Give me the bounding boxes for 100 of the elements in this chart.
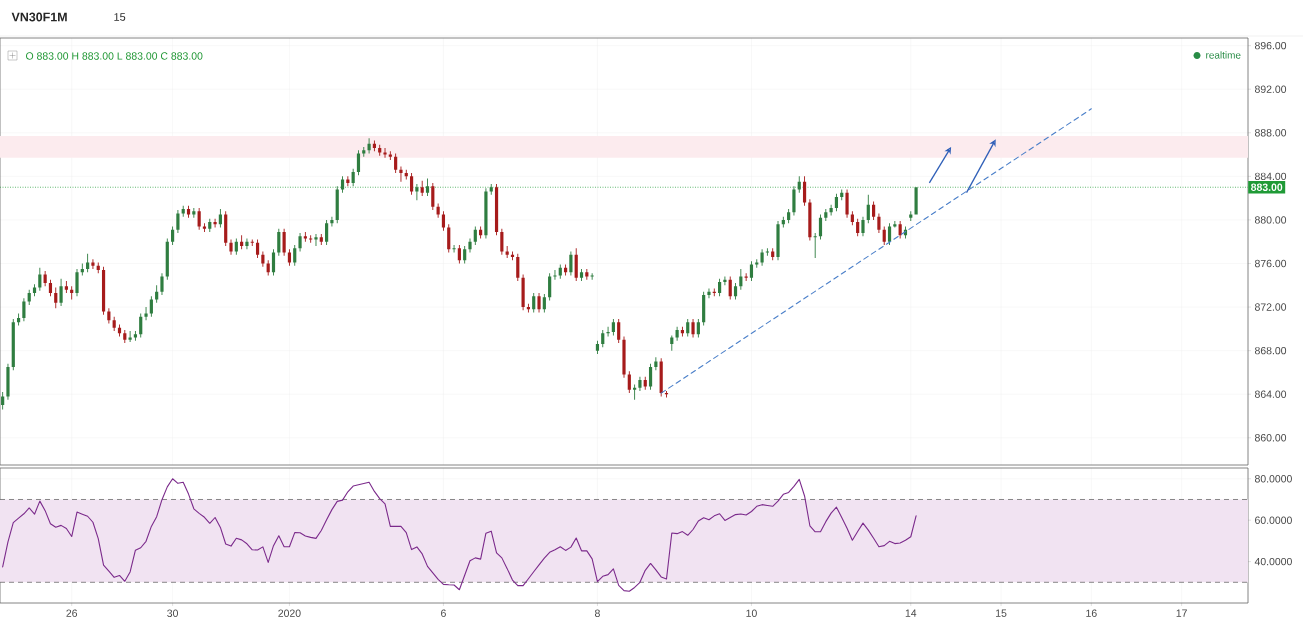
candlestick — [733, 283, 738, 300]
candlestick — [887, 223, 892, 245]
candlestick — [123, 329, 127, 343]
candlestick — [845, 189, 849, 218]
candlestick — [452, 244, 456, 253]
candlestick — [675, 326, 679, 341]
x-tick-label: 14 — [905, 609, 917, 617]
candlestick — [64, 280, 68, 293]
candlestick — [351, 168, 355, 187]
x-tick-label: 8 — [594, 609, 600, 617]
x-tick-label: 26 — [66, 609, 78, 617]
candlestick — [808, 199, 812, 241]
candlestick — [133, 331, 138, 341]
y-tick-label: 888.00 — [1254, 129, 1287, 137]
candlestick — [781, 216, 785, 228]
candlestick — [1, 392, 5, 410]
candlestick — [585, 268, 589, 280]
candlestick — [277, 228, 281, 256]
candlestick — [574, 248, 578, 281]
candlestick — [309, 235, 313, 243]
y-tick-label: 860.00 — [1254, 434, 1287, 442]
candlestick — [532, 292, 536, 313]
candlestick — [829, 204, 833, 216]
candlestick — [489, 183, 493, 195]
candlestick — [117, 324, 122, 337]
candlestick — [367, 138, 371, 154]
candlestick — [877, 213, 881, 233]
candlestick — [702, 291, 706, 326]
candlestick — [70, 286, 74, 300]
x-tick-label: 10 — [746, 609, 757, 617]
candlestick — [579, 268, 584, 281]
candlestick — [149, 296, 153, 317]
candlestick — [287, 249, 292, 266]
candlestick — [765, 248, 769, 256]
candlestick — [797, 176, 801, 193]
candlestick — [91, 259, 95, 269]
annotation: realtime — [1206, 51, 1241, 59]
y-tick-label: 880.00 — [1254, 216, 1287, 224]
candlestick — [866, 194, 870, 224]
candlestick — [372, 140, 376, 152]
candlestick — [686, 319, 690, 337]
candlestick — [696, 319, 700, 338]
candlestick — [181, 205, 185, 217]
candlestick — [542, 293, 546, 313]
candlestick — [521, 274, 525, 311]
candlestick — [340, 176, 345, 193]
candlestick — [303, 231, 307, 242]
candlestick — [325, 219, 329, 245]
chart-subtitle: 15 — [114, 13, 126, 21]
candlestick — [548, 273, 552, 301]
candlestick — [155, 285, 159, 303]
candlestick — [590, 273, 594, 280]
candlestick — [595, 340, 600, 354]
y-tick-label: 876.00 — [1254, 259, 1287, 268]
candlestick — [569, 251, 573, 276]
candlestick — [346, 176, 350, 187]
y-tick-label: 864.00 — [1254, 390, 1287, 398]
candlestick — [356, 150, 361, 176]
candlestick — [718, 278, 722, 297]
candlestick — [171, 226, 175, 245]
x-tick-label: 6 — [441, 609, 446, 617]
candlestick — [330, 216, 334, 227]
candlestick — [739, 268, 743, 290]
candlestick — [516, 253, 520, 281]
candlestick — [22, 298, 26, 322]
candlestick — [824, 209, 828, 221]
candlestick — [436, 203, 440, 218]
candlestick — [744, 273, 748, 281]
candlestick — [664, 390, 669, 398]
x-tick-label: 16 — [1086, 609, 1097, 617]
candlestick — [271, 249, 276, 276]
x-tick-label: 17 — [1176, 609, 1187, 617]
candlestick — [494, 183, 499, 236]
candlestick — [224, 211, 228, 247]
candlestick — [872, 201, 876, 220]
candlestick — [425, 178, 430, 196]
candlestick — [112, 316, 116, 332]
candlestick — [898, 221, 902, 239]
candlestick — [500, 228, 504, 255]
candlestick — [266, 260, 270, 276]
y-tick-label: 896.00 — [1254, 41, 1287, 50]
chart-title: VN30F1M — [11, 12, 67, 22]
candlestick — [420, 180, 424, 196]
candlestick — [648, 363, 653, 390]
candlestick — [165, 238, 169, 280]
candlestick — [728, 276, 732, 300]
candlestick — [176, 210, 180, 233]
candlestick — [611, 319, 615, 336]
candlestick — [38, 267, 42, 291]
candlestick — [394, 153, 398, 174]
candlestick — [505, 246, 509, 259]
candlestick — [43, 271, 47, 287]
candlestick — [213, 218, 217, 228]
candlestick — [680, 326, 685, 337]
candlestick — [654, 357, 658, 371]
candlestick — [463, 246, 467, 264]
candlestick — [48, 279, 53, 297]
candlestick — [771, 248, 775, 261]
candlestick — [723, 276, 727, 286]
candlestick — [192, 207, 196, 218]
